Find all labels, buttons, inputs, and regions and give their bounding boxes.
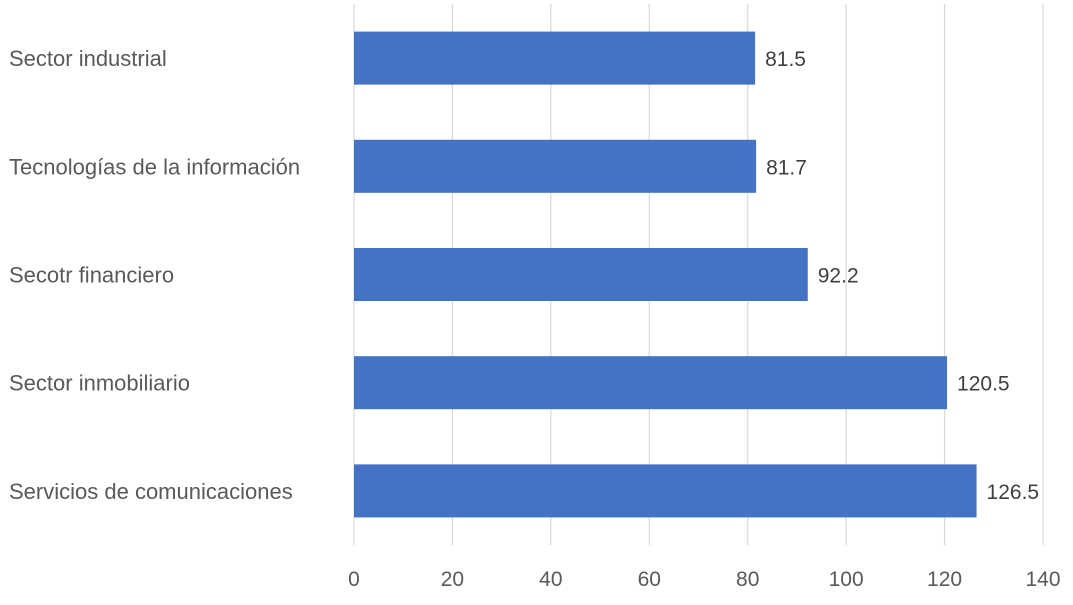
x-tick-label: 0: [348, 568, 360, 591]
x-tick-label: 120: [927, 568, 962, 591]
data-label: 92.2: [818, 265, 859, 288]
category-label: Secotr financiero: [9, 263, 174, 288]
x-tick-label: 60: [638, 568, 661, 591]
x-tick-label: 80: [736, 568, 759, 591]
bars: [354, 31, 977, 518]
x-tick-label: 20: [441, 568, 464, 591]
category-label: Tecnologías de la información: [9, 154, 300, 179]
bar: [354, 31, 756, 85]
bar: [354, 247, 808, 302]
category-label: Sector inmobiliario: [9, 371, 190, 396]
bar: [354, 356, 948, 410]
x-tick-label: 140: [1025, 568, 1060, 591]
data-label: 126.5: [987, 481, 1040, 504]
bar: [354, 139, 757, 193]
x-tick-label: 40: [539, 568, 562, 591]
bar: [354, 464, 977, 518]
x-tick-label: 100: [829, 568, 864, 591]
data-label: 81.7: [766, 156, 807, 179]
category-labels: Sector industrial Tecnologías de la infor…: [9, 46, 300, 504]
x-axis-tick-labels: 0 20 40 60 80 100 120 140: [348, 568, 1060, 591]
data-label: 81.5: [765, 48, 806, 71]
category-label: Servicios de comunicaciones: [9, 479, 293, 504]
data-label: 120.5: [957, 373, 1010, 396]
category-label: Sector industrial: [9, 46, 167, 71]
data-labels: 81.5 81.7 92.2 120.5 126.5: [765, 48, 1039, 504]
